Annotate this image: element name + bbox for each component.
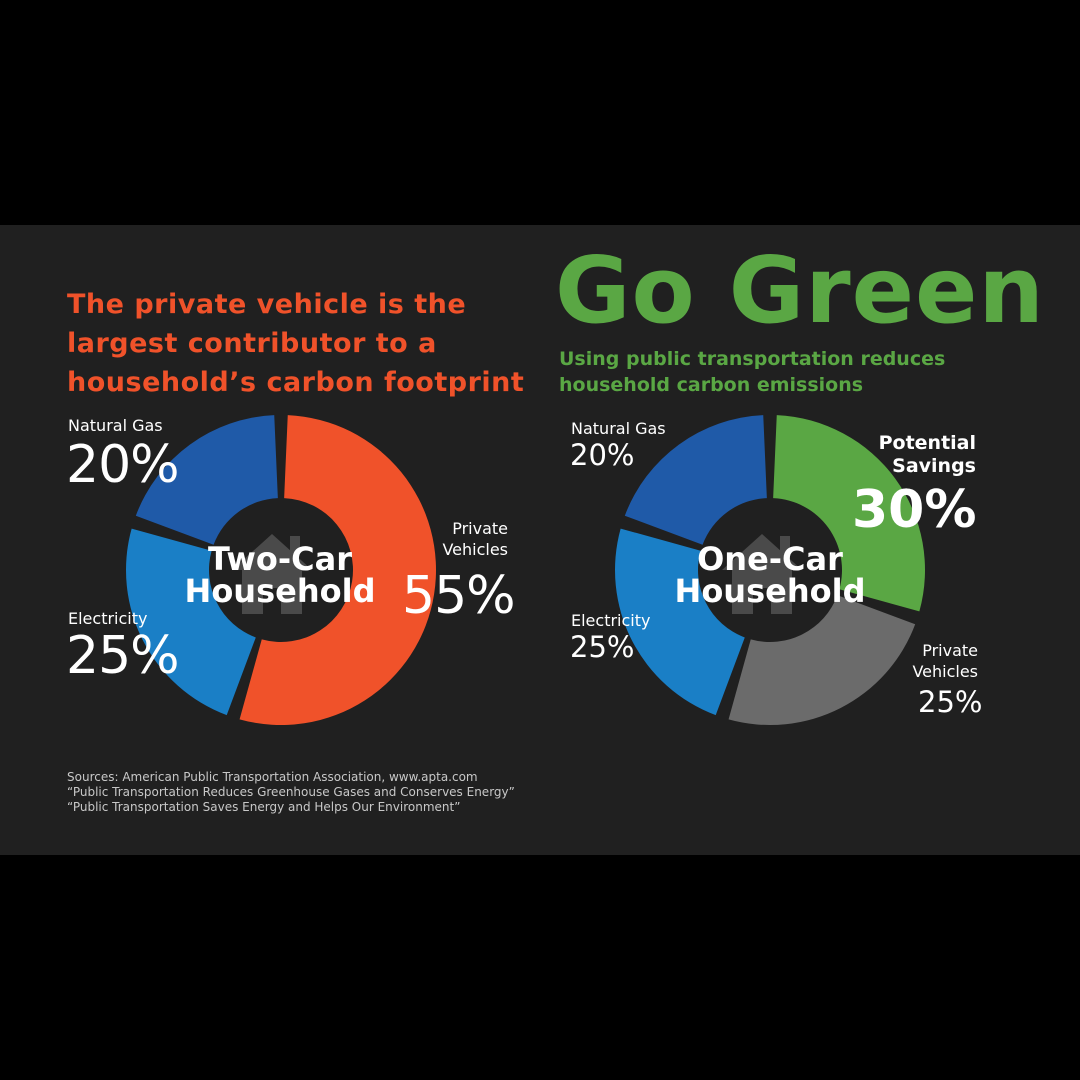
left-private-percent: 55% — [402, 566, 516, 626]
right-electricity-percent: 25% — [570, 630, 635, 664]
right-private-label-line-1: Private — [922, 641, 978, 660]
sources-line-3: “Public Transportation Saves Energy and … — [67, 800, 461, 814]
left-natural-gas-label: Natural Gas — [68, 416, 163, 435]
right-center-line-1: One-Car — [697, 540, 843, 578]
left-center-line-1: Two-Car — [208, 540, 352, 578]
left-center-line-2: Household — [184, 572, 376, 610]
heading-line-2: largest contributor to a — [67, 328, 437, 359]
left-private-label-line-1: Private — [452, 519, 508, 538]
right-savings-label-line-1: Potential — [878, 432, 976, 454]
house-icons — [232, 534, 802, 614]
right-savings-percent: 30% — [852, 480, 977, 540]
left-natural-gas-percent: 20% — [66, 435, 180, 495]
sources-line-1: Sources: American Public Transportation … — [67, 770, 478, 784]
left-electricity-percent: 25% — [66, 626, 180, 686]
left-slice-natural-gas — [135, 415, 278, 545]
left-house-icon-chimney — [290, 536, 300, 554]
main-heading: The private vehicle is the largest contr… — [67, 285, 537, 402]
right-house-icon-chimney — [780, 536, 790, 554]
subtitle-line-1: Using public transportation reduces — [559, 348, 946, 370]
left-slice-private-vehicles — [239, 415, 436, 725]
right-center-line-2: Household — [674, 572, 866, 610]
sources-text: Sources: American Public Transportation … — [67, 770, 515, 815]
right-slice-private-vehicles — [728, 595, 916, 725]
right-natural-gas-label: Natural Gas — [571, 419, 666, 438]
left-center-title: Two-Car Household — [175, 543, 385, 607]
go-green-subtitle: Using public transportation reduces hous… — [559, 346, 945, 398]
right-electricity-label: Electricity — [571, 611, 651, 630]
left-donut-chart — [126, 415, 436, 725]
right-donut-chart — [615, 415, 925, 725]
right-natural-gas-percent: 20% — [570, 438, 635, 472]
heading-line-3: household’s carbon footprint — [67, 367, 525, 398]
go-green-title: Go Green — [555, 237, 1045, 344]
right-private-percent: 25% — [918, 685, 983, 719]
heading-line-1: The private vehicle is the — [67, 289, 467, 320]
right-slice-natural-gas — [624, 415, 767, 545]
subtitle-line-2: household carbon emissions — [559, 374, 864, 396]
right-savings-label-line-2: Savings — [892, 455, 976, 477]
left-electricity-label: Electricity — [68, 609, 148, 628]
right-slice-electricity — [615, 528, 745, 716]
left-private-label-line-2: Vehicles — [442, 540, 508, 559]
right-center-title: One-Car Household — [665, 543, 875, 607]
right-slice-potential-savings — [773, 415, 925, 612]
sources-line-2: “Public Transportation Reduces Greenhous… — [67, 785, 515, 799]
left-slice-electricity — [126, 528, 256, 716]
right-private-label-line-2: Vehicles — [912, 662, 978, 681]
